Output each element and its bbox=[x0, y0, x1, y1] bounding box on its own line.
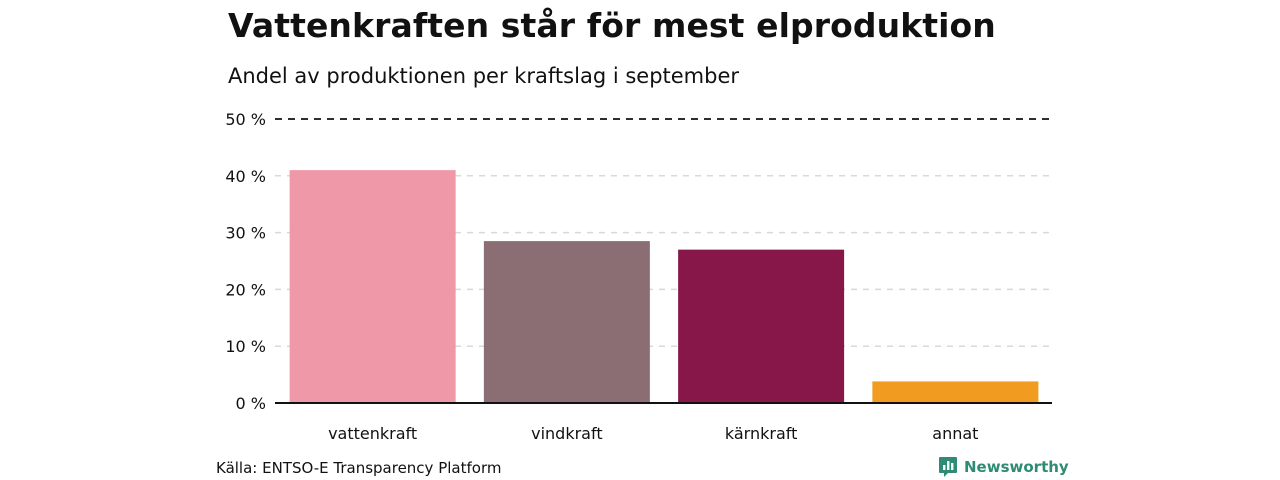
bar-vindkraft bbox=[483, 241, 650, 403]
bar-chart-speech-bubble-icon bbox=[939, 457, 957, 477]
bar-vattenkraft bbox=[289, 170, 456, 403]
x-category-label: annat bbox=[932, 424, 978, 443]
y-tick-label: 40 % bbox=[225, 167, 266, 186]
chart-title: Vattenkraften står för mest elproduktion bbox=[228, 6, 996, 45]
x-category-label: vattenkraft bbox=[328, 424, 417, 443]
y-tick-label: 50 % bbox=[225, 110, 266, 129]
bar-kärnkraft bbox=[678, 249, 845, 403]
bar-annat bbox=[872, 381, 1039, 403]
y-tick-label: 0 % bbox=[236, 394, 266, 413]
chart-subtitle: Andel av produktionen per kraftslag i se… bbox=[228, 64, 740, 88]
x-category-label: kärnkraft bbox=[725, 424, 798, 443]
brand-logo: Newsworthy bbox=[938, 456, 1069, 478]
brand-name: Newsworthy bbox=[964, 458, 1069, 476]
x-category-label: vindkraft bbox=[531, 424, 602, 443]
y-tick-label: 10 % bbox=[225, 337, 266, 356]
source-note: Källa: ENTSO-E Transparency Platform bbox=[216, 459, 502, 477]
y-tick-label: 20 % bbox=[225, 280, 266, 299]
y-tick-label: 30 % bbox=[225, 224, 266, 243]
